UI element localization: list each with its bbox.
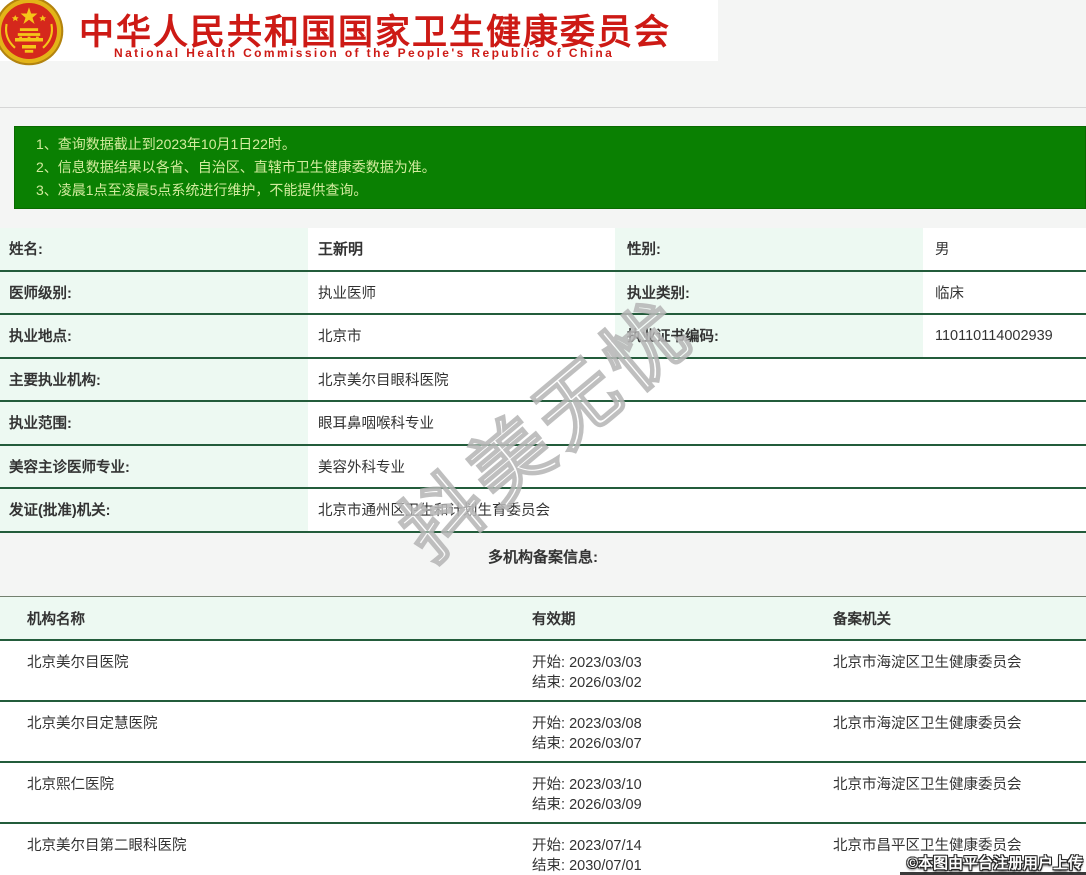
field-label-main-institution: 主要执业机构:	[0, 358, 308, 400]
empty-cell	[923, 489, 1086, 531]
field-value-main-institution: 北京美尔目眼科医院	[308, 358, 615, 400]
site-header: 中华人民共和国国家卫生健康委员会 National Health Commiss…	[0, 0, 718, 66]
notice-line-1: 1、查询数据截止到2023年10月1日22时。	[36, 136, 296, 152]
notice-box: 1、查询数据截止到2023年10月1日22时。 2、信息数据结果以各省、自治区、…	[14, 126, 1086, 209]
institution-validity: 开始: 2023/07/14 结束: 2030/07/01	[532, 838, 642, 874]
validity-end: 2026/03/09	[569, 797, 642, 813]
field-label-cosmetic-specialty: 美容主诊医师专业:	[0, 445, 308, 487]
field-label-name: 姓名:	[0, 228, 308, 270]
institution-validity: 开始: 2023/03/10 结束: 2026/03/09	[532, 777, 642, 813]
section-title-multi-institution: 多机构备案信息:	[488, 549, 598, 566]
institution-authority: 北京市昌平区卫生健康委员会	[833, 838, 1022, 854]
field-label-issuing-authority: 发证(批准)机关:	[0, 489, 308, 531]
empty-cell	[615, 489, 923, 531]
institution-name: 北京美尔目医院	[27, 655, 129, 671]
institution-authority: 北京市海淀区卫生健康委员会	[833, 716, 1022, 732]
column-header-authority: 备案机关	[833, 611, 891, 628]
header-divider	[0, 107, 1086, 108]
table-row: 主要执业机构: 北京美尔目眼科医院	[0, 358, 1086, 402]
empty-cell	[923, 358, 1086, 400]
table-row: 北京美尔目定慧医院 开始: 2023/03/08 结束: 2026/03/07 …	[0, 702, 1086, 763]
validity-end: 2026/03/07	[569, 736, 642, 752]
validity-start: 2023/03/10	[569, 777, 642, 793]
institution-name: 北京美尔目第二眼科医院	[27, 838, 187, 854]
institution-authority: 北京市海淀区卫生健康委员会	[833, 777, 1022, 793]
field-label-doctor-level: 医师级别:	[0, 271, 308, 313]
table-row: 医师级别: 执业医师 执业类别: 临床	[0, 271, 1086, 315]
table-row: 北京熙仁医院 开始: 2023/03/10 结束: 2026/03/09 北京市…	[0, 763, 1086, 824]
field-value-cosmetic-specialty: 美容外科专业	[308, 445, 615, 487]
field-label-gender: 性别:	[615, 228, 923, 270]
validity-start: 2023/03/03	[569, 655, 642, 671]
table-row: 姓名: 王新明 性别: 男	[0, 228, 1086, 272]
table-row: 执业地点: 北京市 执业证书编码: 110110114002939	[0, 315, 1086, 359]
institution-name: 北京熙仁医院	[27, 777, 114, 793]
site-title-chinese: 中华人民共和国国家卫生健康委员会	[79, 13, 672, 52]
notice-line-2: 2、信息数据结果以各省、自治区、直辖市卫生健康委数据为准。	[36, 159, 436, 175]
column-header-validity: 有效期	[532, 611, 576, 628]
field-label-practice-scope: 执业范围:	[0, 402, 308, 444]
institution-validity: 开始: 2023/03/08 结束: 2026/03/07	[532, 716, 642, 752]
empty-cell	[923, 402, 1086, 444]
column-header-institution-name: 机构名称	[27, 611, 85, 628]
field-label-practice-location: 执业地点:	[0, 315, 308, 357]
field-value-practice-location: 北京市	[308, 315, 615, 357]
institution-authority: 北京市海淀区卫生健康委员会	[833, 655, 1022, 671]
field-value-gender: 男	[923, 228, 1086, 270]
table-row: 美容主诊医师专业: 美容外科专业	[0, 445, 1086, 489]
china-national-emblem-icon	[0, 0, 64, 66]
empty-cell	[615, 358, 923, 400]
institutions-table: 机构名称 有效期 备案机关 北京美尔目医院 开始: 2023/03/03 结束:…	[0, 596, 1086, 875]
validity-end: 2026/03/02	[569, 675, 642, 691]
table-row: 发证(批准)机关: 北京市通州区卫生和计划生育委员会	[0, 489, 1086, 533]
field-label-certificate-number: 执业证书编码:	[615, 315, 923, 357]
institution-name: 北京美尔目定慧医院	[27, 716, 158, 732]
site-title-english: National Health Commission of the People…	[114, 46, 615, 60]
institutions-table-header: 机构名称 有效期 备案机关	[0, 596, 1086, 641]
table-row: 北京美尔目医院 开始: 2023/03/03 结束: 2026/03/02 北京…	[0, 641, 1086, 702]
field-value-practice-category: 临床	[923, 271, 1086, 313]
validity-start: 2023/03/08	[569, 716, 642, 732]
field-value-practice-scope: 眼耳鼻咽喉科专业	[308, 402, 615, 444]
attribution-bar	[900, 872, 1086, 875]
empty-cell	[615, 402, 923, 444]
field-value-issuing-authority: 北京市通州区卫生和计划生育委员会	[308, 489, 615, 531]
table-row: 北京美尔目第二眼科医院 开始: 2023/07/14 结束: 2030/07/0…	[0, 824, 1086, 875]
empty-cell	[615, 445, 923, 487]
doctor-info-table: 姓名: 王新明 性别: 男 医师级别: 执业医师 执业类别: 临床 执业地点: …	[0, 228, 1086, 533]
notice-line-3: 3、凌晨1点至凌晨5点系统进行维护，不能提供查询。	[36, 182, 368, 198]
institution-validity: 开始: 2023/03/03 结束: 2026/03/02	[532, 655, 642, 691]
validity-start: 2023/07/14	[569, 838, 642, 854]
field-value-doctor-level: 执业医师	[308, 271, 615, 313]
attribution-text: ©本图由平台注册用户上传	[906, 855, 1083, 872]
field-value-name: 王新明	[308, 228, 615, 270]
field-label-practice-category: 执业类别:	[615, 271, 923, 313]
empty-cell	[923, 445, 1086, 487]
validity-end: 2030/07/01	[569, 858, 642, 874]
table-row: 执业范围: 眼耳鼻咽喉科专业	[0, 402, 1086, 446]
field-value-certificate-number: 110110114002939	[923, 315, 1086, 357]
